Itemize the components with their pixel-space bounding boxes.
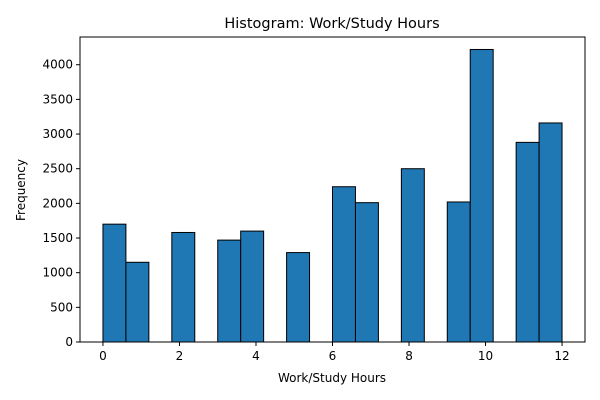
y-tick-label: 2500 bbox=[42, 162, 73, 176]
histogram-bar-0 bbox=[102, 223, 127, 343]
histogram-bar-16 bbox=[469, 48, 494, 343]
histogram-bar-13 bbox=[400, 168, 425, 343]
x-tick-label: 8 bbox=[405, 349, 413, 363]
y-tick-label: 500 bbox=[50, 300, 73, 314]
x-tick-label: 4 bbox=[252, 349, 260, 363]
plot-frame bbox=[79, 36, 586, 343]
y-tick-label: 1000 bbox=[42, 266, 73, 280]
x-tick-label: 10 bbox=[478, 349, 493, 363]
x-tick-label: 0 bbox=[99, 349, 107, 363]
histogram-bar-8 bbox=[286, 252, 311, 343]
histogram-bar-11 bbox=[354, 202, 379, 343]
x-tick-label: 2 bbox=[176, 349, 184, 363]
y-tick-label: 3500 bbox=[42, 92, 73, 106]
x-axis-ticks: 0 2 4 6 8 10 12 bbox=[99, 342, 570, 363]
bars-group bbox=[102, 48, 563, 343]
y-tick-label: 4000 bbox=[42, 58, 73, 72]
y-axis-label: Frequency bbox=[14, 159, 28, 221]
histogram-bar-1 bbox=[125, 261, 150, 343]
histogram-bar-3 bbox=[171, 231, 196, 343]
histogram-bar-6 bbox=[240, 230, 265, 343]
y-tick-label: 3000 bbox=[42, 127, 73, 141]
y-axis-ticks: 0 500 1000 1500 2000 2500 3000 3500 4000 bbox=[42, 58, 80, 349]
x-tick-label: 12 bbox=[554, 349, 569, 363]
histogram-bar-10 bbox=[332, 186, 356, 343]
x-tick-label: 6 bbox=[329, 349, 337, 363]
chart-title: Histogram: Work/Study Hours bbox=[224, 16, 439, 32]
histogram-bar-5 bbox=[217, 239, 242, 343]
y-tick-label: 0 bbox=[65, 335, 73, 349]
x-axis-label: Work/Study Hours bbox=[278, 371, 386, 385]
histogram-bar-19 bbox=[538, 122, 563, 343]
histogram-bar-15 bbox=[446, 201, 471, 343]
histogram-bar-18 bbox=[515, 141, 540, 343]
y-tick-label: 2000 bbox=[42, 196, 73, 210]
y-tick-label: 1500 bbox=[42, 231, 73, 245]
